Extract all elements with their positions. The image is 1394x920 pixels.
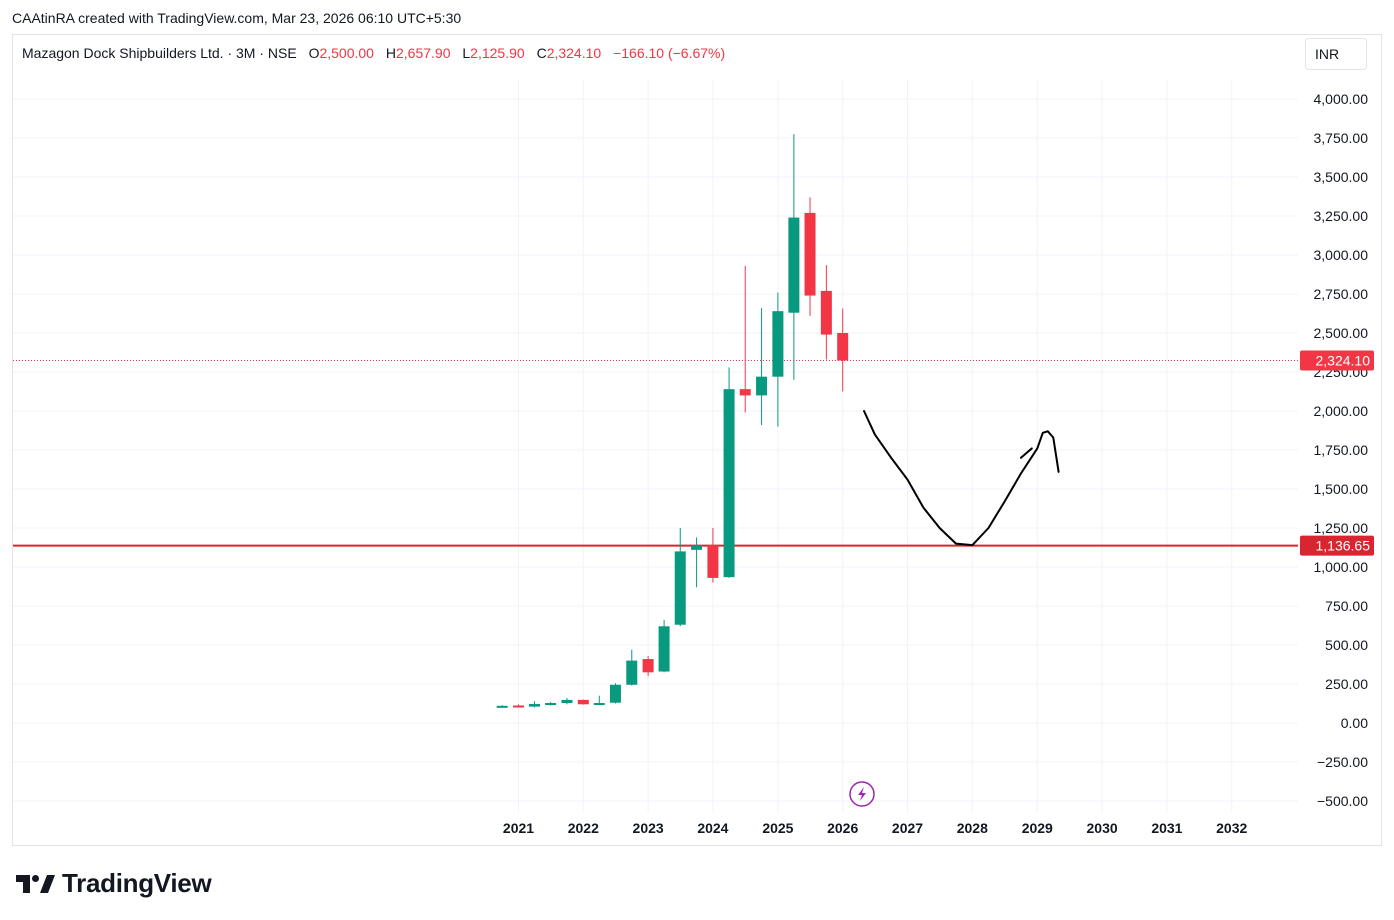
candle-body [642, 659, 654, 673]
low-value: 2,125.90 [470, 45, 525, 61]
candle-body [609, 684, 621, 703]
chart-credit: CAAtinRA created with TradingView.com, M… [12, 10, 462, 26]
close-label: C [536, 45, 547, 61]
x-tick-label: 2027 [892, 820, 923, 836]
candle-body [528, 703, 540, 707]
y-tick-label: 1,750.00 [1314, 442, 1369, 458]
candle-body [772, 311, 784, 377]
flash-icon-bolt [858, 787, 866, 801]
high-label: H [385, 45, 396, 61]
y-tick-label: 1,500.00 [1314, 481, 1369, 497]
x-tick-label: 2031 [1151, 820, 1182, 836]
hand-drawn-stroke [1019, 447, 1033, 459]
price-label: 2,324.10 [1316, 352, 1371, 368]
price-label-box [1300, 535, 1374, 556]
candle-body [593, 703, 605, 706]
y-tick-label: 2,500.00 [1314, 325, 1369, 341]
x-tick-label: 2028 [957, 820, 988, 836]
y-tick-label: 3,750.00 [1314, 130, 1369, 146]
candle-body [804, 212, 816, 296]
candle-body [691, 545, 703, 550]
y-tick-label: 2,000.00 [1314, 403, 1369, 419]
y-tick-label: −250.00 [1317, 754, 1368, 770]
candle-body [561, 699, 573, 704]
y-tick-label: 2,750.00 [1314, 286, 1369, 302]
high-value: 2,657.90 [395, 45, 451, 61]
y-tick-label: 1,000.00 [1314, 559, 1369, 575]
x-tick-label: 2026 [827, 820, 858, 836]
y-tick-label: 250.00 [1325, 676, 1368, 692]
hand-drawn-projection-curve [863, 410, 1060, 547]
candle-body [496, 705, 508, 708]
candle-body [577, 699, 589, 705]
x-tick-label: 2032 [1216, 820, 1247, 836]
close-value: 2,324.10 [546, 45, 602, 61]
x-tick-label: 2029 [1022, 820, 1053, 836]
low-label: L [462, 45, 471, 61]
tradingview-brand: TradingView [16, 868, 212, 899]
price-label-box [1300, 350, 1374, 371]
candle-body [674, 551, 686, 625]
x-tick-label: 2025 [762, 820, 793, 836]
x-tick-label: 2023 [633, 820, 664, 836]
candle-body [626, 660, 638, 685]
x-tick-label: 2030 [1087, 820, 1118, 836]
y-tick-label: 750.00 [1325, 598, 1368, 614]
y-tick-label: 3,500.00 [1314, 169, 1369, 185]
y-tick-label: 1,250.00 [1314, 520, 1369, 536]
candle-body [837, 333, 849, 361]
x-tick-label: 2022 [568, 820, 599, 836]
candle-body [788, 217, 800, 313]
tradingview-logo-icon [16, 874, 55, 893]
candle-body [739, 389, 751, 396]
candle-body [723, 389, 735, 578]
candle-body [512, 705, 524, 708]
y-tick-label: 3,000.00 [1314, 247, 1369, 263]
y-tick-label: 500.00 [1325, 637, 1368, 653]
candle-body [707, 545, 719, 578]
candle-body [756, 376, 768, 396]
y-tick-label: 4,000.00 [1314, 91, 1369, 107]
y-tick-label: −500.00 [1317, 793, 1368, 809]
open-value: 2,500.00 [319, 45, 374, 61]
y-tick-label: 0.00 [1341, 715, 1368, 731]
open-label: O [308, 45, 320, 61]
symbol-name[interactable]: Mazagon Dock Shipbuilders Ltd. · 3M · NS… [22, 45, 297, 61]
candle-body [658, 626, 670, 672]
candle-body [820, 290, 832, 335]
x-tick-label: 2021 [503, 820, 534, 836]
chart-frame [12, 34, 1382, 846]
tradingview-wordmark: TradingView [62, 868, 212, 898]
currency-selector[interactable]: INR [1305, 38, 1367, 70]
change-value: −166.10 (−6.67%) [613, 45, 726, 61]
symbol-legend: Mazagon Dock Shipbuilders Ltd. · 3M · NS… [22, 45, 725, 61]
x-tick-label: 2024 [697, 820, 728, 836]
y-tick-label: 3,250.00 [1314, 208, 1369, 224]
candle-body [545, 703, 557, 706]
price-label: 1,136.65 [1316, 538, 1371, 554]
